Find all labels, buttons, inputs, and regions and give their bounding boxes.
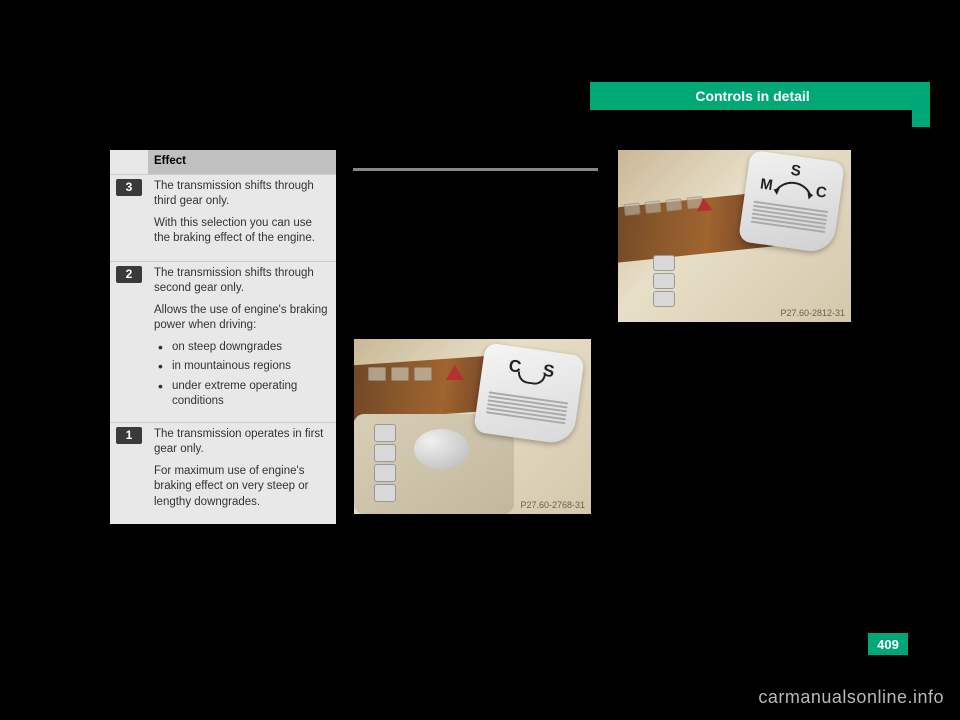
effect-text: Allows the use of engine's braking power… (154, 303, 330, 334)
switch-grille (750, 199, 828, 235)
side-button (374, 464, 396, 482)
switch-callout: S M C (738, 150, 845, 254)
rotary-knob (414, 429, 469, 469)
bullet-item: on steep downgrades (158, 340, 330, 356)
side-button (374, 484, 396, 502)
effect-text: The transmission operates in first gear … (154, 427, 330, 458)
gear-badge: 1 (110, 423, 148, 525)
effect-text: The transmission shifts through second g… (154, 266, 330, 297)
side-button (653, 291, 675, 307)
switch-letters: C S (507, 356, 557, 382)
figure-reference: P27.60-2768-31 (520, 500, 585, 510)
effect-text: The transmission shifts through third ge… (154, 179, 330, 210)
bullet-item: under extreme operating conditions (158, 379, 330, 410)
effect-text: For maximum use of engine's braking effe… (154, 464, 330, 511)
arrow-arc-icon (762, 160, 826, 204)
page-number: 409 (868, 633, 908, 655)
section-header-title: Controls in detail (695, 88, 809, 104)
gear-number: 1 (116, 427, 142, 444)
effect-description: The transmission shifts through second g… (148, 262, 336, 422)
column-divider (353, 168, 598, 171)
table-header-label: Effect (148, 150, 336, 174)
effect-text: With this selection you can use the brak… (154, 216, 330, 247)
gear-number: 2 (116, 266, 142, 283)
program-switch-figure-cs: C S P27.60-2768-31 (354, 339, 591, 514)
gear-badge: 3 (110, 175, 148, 261)
switch-grille (486, 389, 569, 426)
watermark: carmanualsonline.info (758, 687, 944, 708)
side-button-group (653, 255, 675, 309)
side-button (374, 424, 396, 442)
switch-callout: C S (473, 342, 585, 445)
dash-button (665, 198, 682, 212)
program-switch-figure-msc: S M C P27.60-2812-31 (618, 150, 851, 322)
effect-bullets: on steep downgrades in mountainous regio… (154, 340, 330, 410)
dash-button (624, 202, 641, 216)
dash-buttons (368, 367, 432, 381)
dash-button (368, 367, 386, 381)
side-button-group (374, 424, 396, 504)
section-header: Controls in detail (590, 82, 915, 110)
dash-button (414, 367, 432, 381)
side-button (653, 255, 675, 271)
gear-number: 3 (116, 179, 142, 196)
gear-badge: 2 (110, 262, 148, 422)
effect-description: The transmission shifts through third ge… (148, 175, 336, 261)
side-button (374, 444, 396, 462)
section-tab (912, 82, 930, 127)
table-header-spacer (110, 150, 148, 174)
dash-button (644, 200, 661, 214)
hazard-icon (446, 365, 464, 380)
bullet-item: in mountainous regions (158, 359, 330, 375)
hazard-icon (695, 197, 712, 212)
effect-table: Effect 3 The transmission shifts through… (110, 150, 336, 524)
table-row: 3 The transmission shifts through third … (110, 174, 336, 261)
dash-button (391, 367, 409, 381)
effect-description: The transmission operates in first gear … (148, 423, 336, 525)
table-header-row: Effect (110, 150, 336, 174)
figure-reference: P27.60-2812-31 (780, 308, 845, 318)
side-button (653, 273, 675, 289)
arrow-arc-icon (517, 371, 546, 386)
table-row: 1 The transmission operates in first gea… (110, 422, 336, 525)
table-row: 2 The transmission shifts through second… (110, 261, 336, 422)
